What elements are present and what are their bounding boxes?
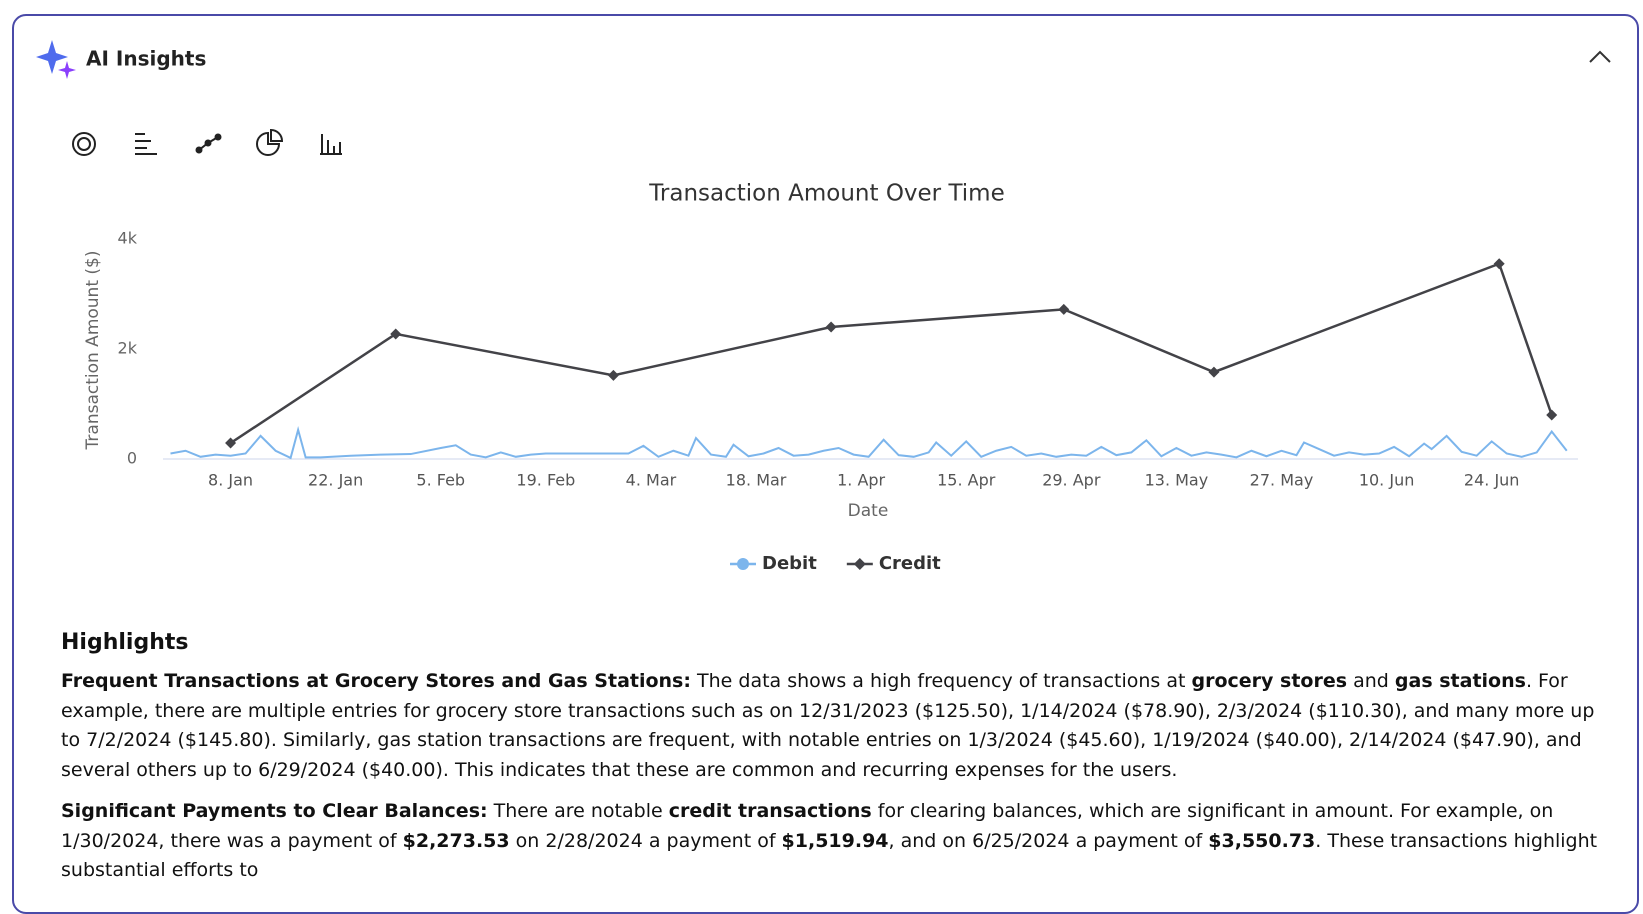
donut-chart-button[interactable] (72, 132, 96, 156)
text: for clearing balances, which are signifi… (61, 800, 1554, 852)
x-tick-label: 5. Feb (416, 471, 465, 490)
legend-marker (737, 558, 749, 570)
data-point (1208, 366, 1220, 378)
legend-marker (853, 558, 866, 570)
text: The data shows a high frequency of trans… (690, 670, 1192, 692)
data-point (825, 321, 837, 333)
legend-item[interactable]: Credit (846, 553, 941, 574)
data-point (607, 369, 619, 381)
x-tick-label: 18. Mar (726, 471, 787, 490)
header-title: AI Insights (86, 47, 206, 71)
x-axis-title: Date (848, 501, 889, 521)
bold-text: Frequent Transactions at Grocery Stores … (61, 670, 691, 692)
data-point (225, 437, 237, 449)
collapse-button[interactable] (1589, 50, 1611, 63)
legend-label: Credit (879, 553, 941, 574)
x-tick-label: 1. Apr (837, 471, 885, 490)
chart-area: AI Insights Transaction Amount Over Time… (36, 40, 1611, 574)
highlight-paragraph: Significant Payments to Clear Balances: … (61, 797, 1601, 886)
series-line (229, 262, 1553, 445)
data-point (1493, 258, 1505, 270)
y-tick-label: 2k (118, 339, 138, 358)
data-point (1546, 409, 1558, 421)
pie-chart-button[interactable] (256, 128, 284, 156)
page: AI Insights Transaction Amount Over Time… (12, 14, 1639, 914)
x-tick-label: 15. Apr (937, 471, 996, 490)
x-tick-label: 29. Apr (1042, 471, 1101, 490)
highlights: Highlights Frequent Transactions at Groc… (61, 630, 1601, 898)
x-tick-label: 19. Feb (516, 471, 575, 490)
y-axis-title: Transaction Amount ($) (83, 251, 103, 451)
x-tick-label: 13. May (1145, 471, 1209, 490)
x-tick-label: 10. Jun (1359, 471, 1415, 490)
legend-item[interactable]: Debit (730, 553, 817, 574)
data-point (390, 328, 402, 340)
bar-chart-button[interactable] (135, 133, 157, 155)
series-line (170, 426, 1568, 460)
bold-text: Significant Payments to Clear Balances: (61, 800, 488, 822)
bold-text: $2,273.53 (402, 829, 510, 852)
bold-text: credit transactions (668, 800, 872, 822)
x-tick-label: 24. Jun (1464, 471, 1520, 490)
sparkle-icon (36, 40, 76, 79)
chart-title: Transaction Amount Over Time (648, 181, 1005, 207)
x-tick-label: 8. Jan (208, 471, 253, 490)
text: There are notable (487, 800, 669, 822)
bold-text: grocery stores (1191, 670, 1348, 692)
y-tick-label: 4k (118, 229, 138, 248)
y-tick-label: 0 (127, 449, 137, 468)
data-point (1058, 303, 1070, 315)
text: , and on 6/25/2024 a payment of (888, 829, 1209, 852)
legend-label: Debit (762, 553, 817, 574)
column-chart-button[interactable] (320, 134, 342, 155)
x-tick-label: 27. May (1250, 471, 1314, 490)
bold-text: $1,519.94 (781, 829, 889, 852)
text: . For example, there are multiple entrie… (61, 670, 1595, 781)
highlights-title: Highlights (61, 630, 189, 655)
line-chart-button[interactable] (195, 133, 222, 154)
bold-text: $3,550.73 (1208, 829, 1316, 852)
x-tick-label: 4. Mar (626, 471, 677, 490)
text: on 2/28/2024 a payment of (509, 829, 782, 852)
x-tick-label: 22. Jan (308, 471, 363, 490)
text: and (1347, 670, 1395, 692)
highlight-paragraph: Frequent Transactions at Grocery Stores … (61, 667, 1601, 785)
bold-text: gas stations (1394, 670, 1526, 692)
